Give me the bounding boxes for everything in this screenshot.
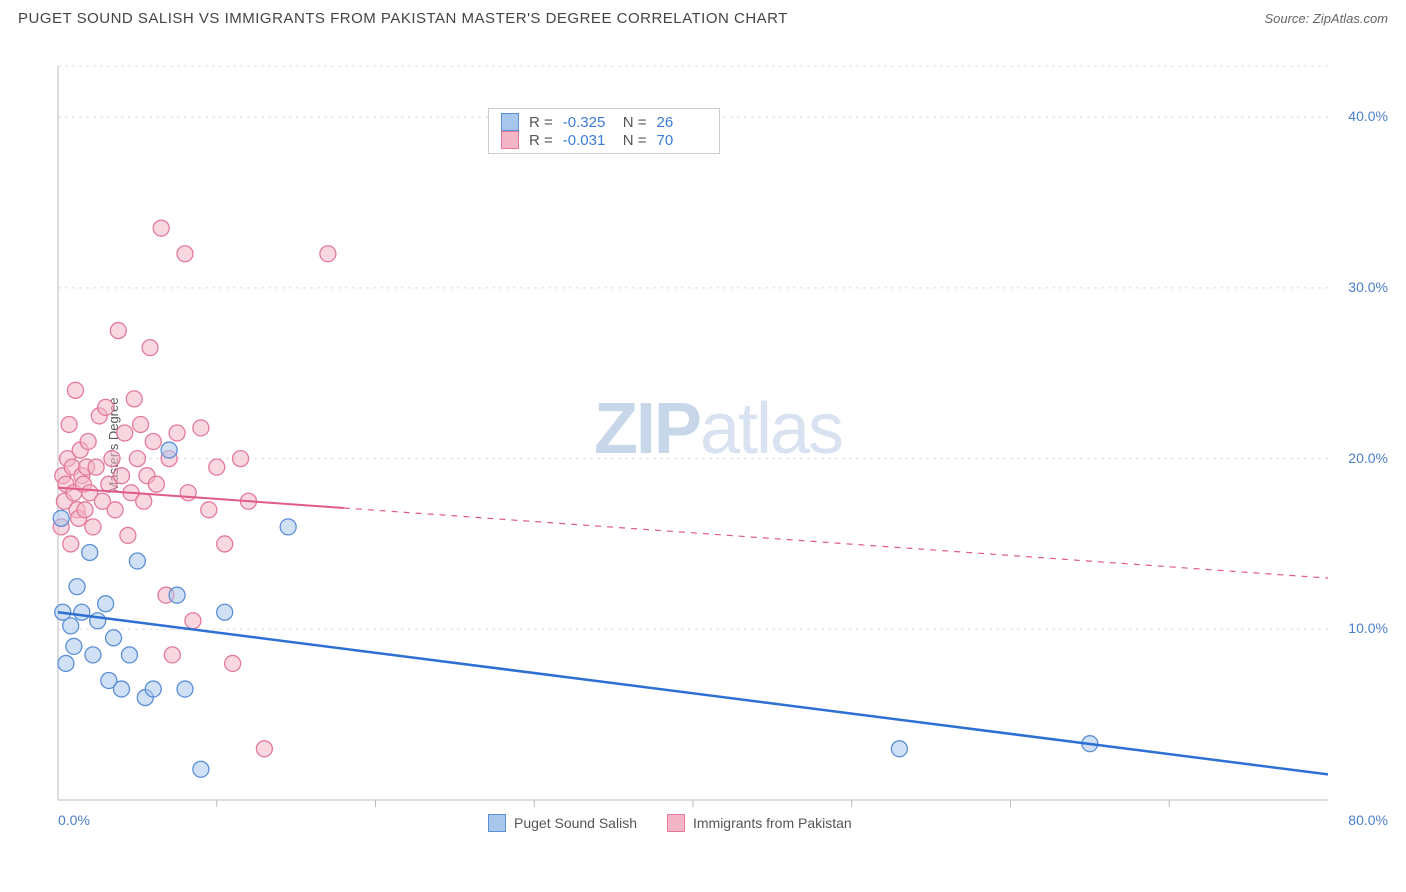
- legend-label: Puget Sound Salish: [514, 815, 637, 831]
- legend-label: Immigrants from Pakistan: [693, 815, 852, 831]
- n-value: 26: [657, 114, 707, 131]
- r-value: -0.325: [563, 114, 613, 131]
- legend: Puget Sound Salish Immigrants from Pakist…: [488, 814, 852, 832]
- r-value: -0.031: [563, 132, 613, 149]
- legend-item: Puget Sound Salish: [488, 814, 637, 832]
- n-value: 70: [657, 132, 707, 149]
- series-swatch: [501, 113, 519, 131]
- legend-item: Immigrants from Pakistan: [667, 814, 852, 832]
- legend-swatch: [667, 814, 685, 832]
- stats-row: R = -0.325 N = 26: [501, 113, 707, 131]
- stats-row: R = -0.031 N = 70: [501, 131, 707, 149]
- chart-title: PUGET SOUND SALISH VS IMMIGRANTS FROM PA…: [18, 10, 788, 27]
- scatter-plot: [48, 50, 1388, 840]
- y-tick-label: 30.0%: [1348, 279, 1388, 295]
- chart-header: PUGET SOUND SALISH VS IMMIGRANTS FROM PA…: [0, 0, 1406, 31]
- x-tick-label: 0.0%: [58, 812, 90, 828]
- source-attribution: Source: ZipAtlas.com: [1264, 11, 1388, 26]
- y-tick-label: 20.0%: [1348, 450, 1388, 466]
- r-label: R =: [529, 132, 553, 149]
- x-tick-label: 80.0%: [1348, 812, 1388, 828]
- correlation-stats-box: R = -0.325 N = 26 R = -0.031 N = 70: [488, 108, 720, 154]
- legend-swatch: [488, 814, 506, 832]
- n-label: N =: [623, 132, 647, 149]
- series-swatch: [501, 131, 519, 149]
- r-label: R =: [529, 114, 553, 131]
- chart-container: Master's Degree ZIPatlas R =-0.325N =26R…: [48, 50, 1388, 840]
- y-tick-label: 10.0%: [1348, 620, 1388, 636]
- n-label: N =: [623, 114, 647, 131]
- y-tick-label: 40.0%: [1348, 108, 1388, 124]
